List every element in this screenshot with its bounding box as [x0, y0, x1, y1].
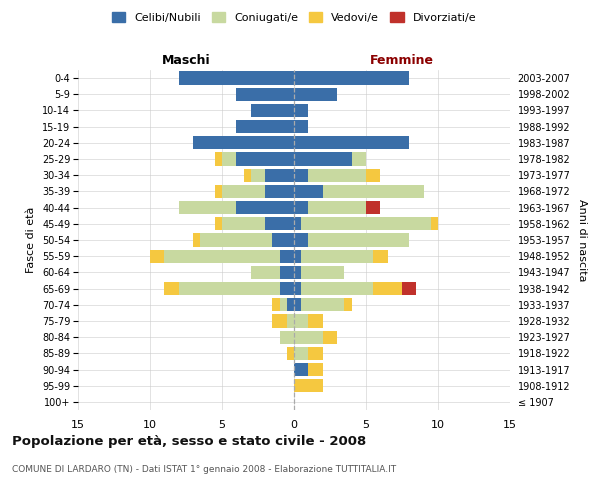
Bar [236, 88, 294, 101]
Text: Maschi: Maschi [161, 54, 211, 67]
Bar [323, 330, 337, 344]
Bar [236, 152, 294, 166]
Bar [294, 136, 409, 149]
Y-axis label: Fasce di età: Fasce di età [26, 207, 37, 273]
Bar [366, 168, 380, 182]
Bar [294, 314, 308, 328]
Bar [251, 266, 280, 279]
Bar [373, 282, 402, 295]
Bar [402, 282, 416, 295]
Text: COMUNE DI LARDARO (TN) - Dati ISTAT 1° gennaio 2008 - Elaborazione TUTTITALIA.IT: COMUNE DI LARDARO (TN) - Dati ISTAT 1° g… [12, 465, 396, 474]
Bar [294, 185, 323, 198]
Bar [294, 363, 308, 376]
Bar [193, 136, 294, 149]
Bar [150, 250, 164, 263]
Bar [308, 168, 366, 182]
Bar [431, 217, 438, 230]
Bar [294, 234, 308, 246]
Bar [294, 217, 301, 230]
Bar [287, 298, 294, 312]
Text: Popolazione per età, sesso e stato civile - 2008: Popolazione per età, sesso e stato civil… [12, 435, 366, 448]
Bar [294, 88, 337, 101]
Text: Femmine: Femmine [370, 54, 434, 67]
Bar [272, 298, 280, 312]
Bar [193, 234, 200, 246]
Bar [215, 185, 222, 198]
Bar [294, 346, 308, 360]
Bar [222, 152, 236, 166]
Bar [200, 234, 272, 246]
Bar [236, 201, 294, 214]
Bar [280, 250, 294, 263]
Bar [294, 120, 308, 134]
Bar [373, 250, 388, 263]
Bar [251, 168, 265, 182]
Bar [308, 363, 323, 376]
Bar [308, 234, 409, 246]
Bar [280, 330, 294, 344]
Bar [301, 298, 344, 312]
Bar [179, 201, 236, 214]
Bar [265, 168, 294, 182]
Bar [294, 379, 323, 392]
Bar [323, 185, 424, 198]
Bar [280, 282, 294, 295]
Bar [294, 104, 308, 117]
Bar [287, 346, 294, 360]
Bar [366, 201, 380, 214]
Bar [294, 282, 301, 295]
Bar [301, 217, 431, 230]
Bar [280, 266, 294, 279]
Bar [301, 250, 373, 263]
Bar [179, 282, 280, 295]
Bar [280, 298, 287, 312]
Bar [294, 168, 308, 182]
Bar [308, 314, 323, 328]
Bar [294, 72, 409, 85]
Bar [344, 298, 352, 312]
Bar [164, 250, 280, 263]
Bar [294, 298, 301, 312]
Bar [222, 217, 265, 230]
Bar [251, 104, 294, 117]
Bar [301, 266, 344, 279]
Bar [294, 152, 352, 166]
Bar [215, 217, 222, 230]
Bar [215, 152, 222, 166]
Bar [222, 185, 265, 198]
Bar [179, 72, 294, 85]
Bar [287, 314, 294, 328]
Bar [294, 201, 308, 214]
Bar [265, 185, 294, 198]
Bar [265, 217, 294, 230]
Bar [236, 120, 294, 134]
Bar [308, 346, 323, 360]
Bar [301, 282, 373, 295]
Bar [244, 168, 251, 182]
Bar [294, 330, 323, 344]
Y-axis label: Anni di nascita: Anni di nascita [577, 198, 587, 281]
Bar [294, 266, 301, 279]
Bar [272, 314, 287, 328]
Bar [272, 234, 294, 246]
Legend: Celibi/Nubili, Coniugati/e, Vedovi/e, Divorziati/e: Celibi/Nubili, Coniugati/e, Vedovi/e, Di… [107, 8, 481, 28]
Bar [352, 152, 366, 166]
Bar [164, 282, 179, 295]
Bar [308, 201, 366, 214]
Bar [294, 250, 301, 263]
